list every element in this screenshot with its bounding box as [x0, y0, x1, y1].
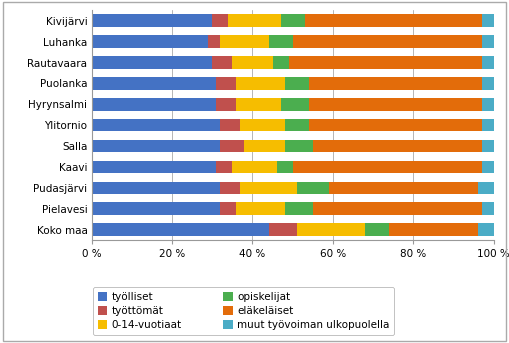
Bar [92, 119, 220, 131]
Bar [285, 202, 313, 215]
Bar [229, 14, 280, 27]
Bar [240, 119, 285, 131]
Bar [293, 161, 482, 173]
Bar [92, 161, 216, 173]
Bar [297, 223, 365, 236]
Legend: työlliset, työttömät, 0-14-vuotiaat, opiskelijat, eläkeläiset, muut työvoiman ul: työlliset, työttömät, 0-14-vuotiaat, opi… [93, 287, 394, 335]
Bar [216, 161, 232, 173]
Bar [212, 14, 229, 27]
Bar [329, 181, 477, 194]
Bar [482, 119, 494, 131]
Bar [482, 98, 494, 110]
Bar [289, 56, 482, 69]
Bar [309, 98, 482, 110]
Bar [272, 56, 289, 69]
Bar [305, 14, 482, 27]
Bar [92, 98, 216, 110]
Bar [482, 56, 494, 69]
Bar [285, 140, 313, 152]
Bar [92, 14, 212, 27]
Bar [365, 223, 389, 236]
Bar [482, 14, 494, 27]
Bar [236, 98, 280, 110]
Bar [240, 181, 297, 194]
Bar [92, 181, 220, 194]
Bar [309, 77, 482, 90]
Bar [220, 35, 269, 48]
Bar [482, 35, 494, 48]
Bar [293, 35, 482, 48]
Bar [285, 119, 309, 131]
Bar [216, 77, 236, 90]
Bar [477, 181, 494, 194]
Bar [313, 140, 482, 152]
Bar [92, 56, 212, 69]
Bar [276, 161, 293, 173]
Bar [269, 223, 297, 236]
Bar [244, 140, 285, 152]
Bar [482, 202, 494, 215]
Bar [216, 98, 236, 110]
Bar [280, 14, 305, 27]
Bar [482, 140, 494, 152]
Bar [313, 202, 482, 215]
Bar [297, 181, 329, 194]
Bar [477, 223, 494, 236]
Bar [285, 77, 309, 90]
Bar [309, 119, 482, 131]
Bar [236, 202, 285, 215]
Bar [269, 35, 293, 48]
Bar [208, 35, 220, 48]
Bar [236, 77, 285, 90]
Bar [389, 223, 477, 236]
Bar [212, 56, 232, 69]
Bar [92, 140, 220, 152]
Bar [92, 35, 208, 48]
Bar [92, 77, 216, 90]
Bar [482, 77, 494, 90]
Bar [220, 119, 240, 131]
Bar [220, 202, 236, 215]
Bar [220, 140, 244, 152]
Bar [232, 56, 273, 69]
Bar [92, 223, 269, 236]
Bar [92, 202, 220, 215]
Bar [220, 181, 240, 194]
Bar [482, 161, 494, 173]
Bar [232, 161, 276, 173]
Bar [280, 98, 309, 110]
